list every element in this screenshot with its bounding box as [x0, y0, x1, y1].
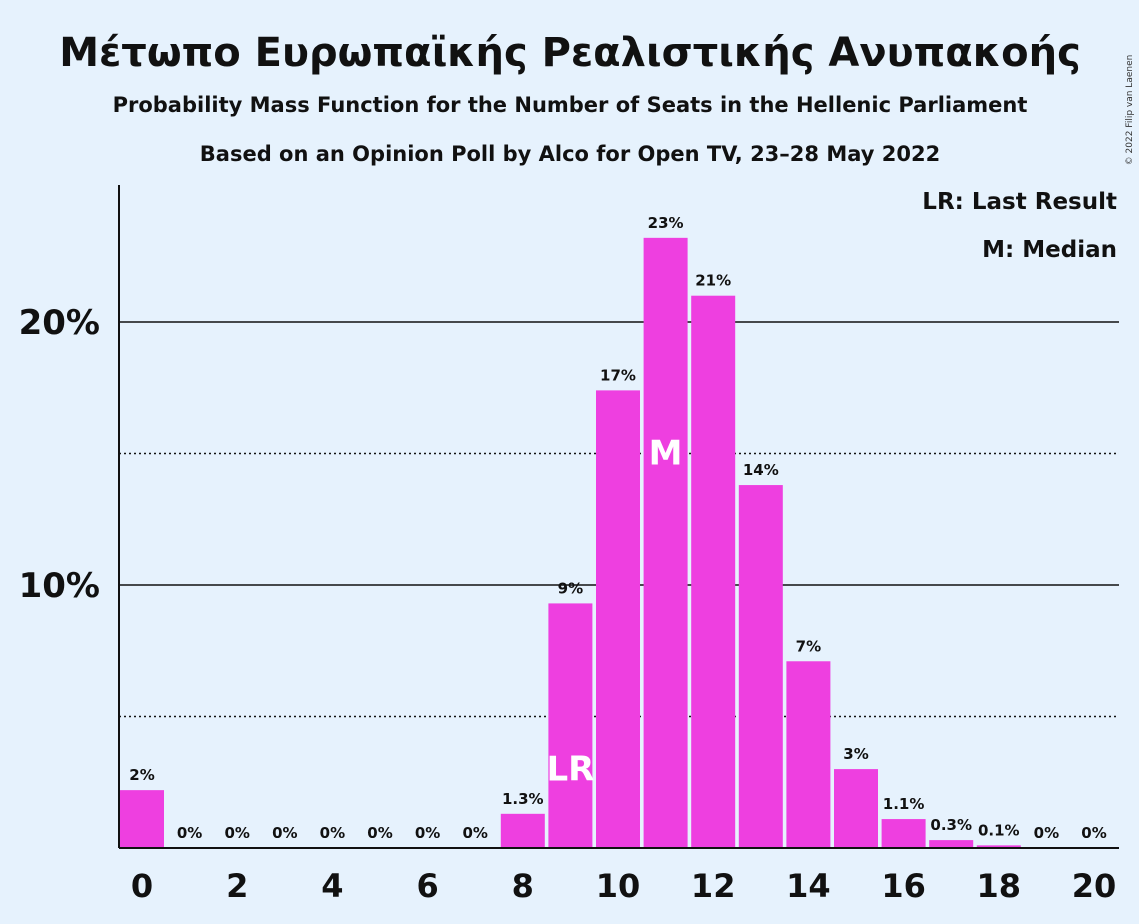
- bar-10: [596, 390, 640, 848]
- axes: [118, 185, 1119, 849]
- bar-13: [738, 485, 783, 848]
- data-label-18: 0.1%: [978, 821, 1020, 839]
- chart-subtitle: Probability Mass Function for the Number…: [113, 93, 1028, 117]
- data-label-12: 21%: [695, 272, 731, 290]
- data-label-20: 0%: [1081, 824, 1106, 842]
- data-label-2: 0%: [224, 824, 249, 842]
- bar-0: [120, 790, 164, 848]
- chart-subtitle-poll: Based on an Opinion Poll by Alco for Ope…: [200, 142, 940, 166]
- data-label-9: 9%: [558, 579, 583, 597]
- y-tick-10: 10%: [19, 566, 100, 606]
- data-label-3: 0%: [272, 824, 297, 842]
- bar-8: [500, 813, 545, 848]
- data-label-0: 2%: [129, 766, 154, 784]
- data-label-10: 17%: [600, 366, 636, 384]
- bars: [120, 237, 1021, 849]
- marker-labels: LR M: [546, 433, 682, 789]
- data-label-11: 23%: [648, 214, 684, 232]
- x-tick-18: 18: [977, 867, 1022, 905]
- data-label-14: 7%: [796, 637, 821, 655]
- y-tick-20: 20%: [19, 303, 100, 343]
- x-tick-6: 6: [416, 867, 438, 905]
- data-label-7: 0%: [462, 824, 487, 842]
- data-label-13: 14%: [743, 461, 779, 479]
- data-label-1: 0%: [177, 824, 202, 842]
- bar-12: [691, 295, 736, 848]
- chart-title: Μέτωπο Ευρωπαϊκής Ρεαλιστικής Ανυπακοής: [59, 30, 1081, 76]
- x-tick-14: 14: [786, 867, 831, 905]
- bar-17: [929, 840, 974, 848]
- data-label-4: 0%: [320, 824, 345, 842]
- x-tick-4: 4: [321, 867, 343, 905]
- data-label-16: 1.1%: [883, 795, 925, 813]
- x-tick-2: 2: [226, 867, 248, 905]
- copyright-notice: © 2022 Filip van Laenen: [1125, 55, 1135, 166]
- x-tick-20: 20: [1072, 867, 1117, 905]
- x-tick-12: 12: [691, 867, 736, 905]
- data-labels: 2% 0% 0% 0% 0% 0% 0% 0% 1.3% 9% 17% 23% 21% 14% 7% 3% 1.…: [129, 214, 1106, 842]
- x-tick-16: 16: [881, 867, 926, 905]
- data-label-15: 3%: [843, 745, 868, 763]
- x-tick-labels: 0 2 4 6 8 10 12 14 16 18 20: [131, 867, 1116, 905]
- bar-11: [643, 237, 688, 849]
- bar-16: [881, 819, 926, 848]
- median-marker: M: [649, 433, 683, 473]
- y-tick-labels: 10% 20%: [19, 303, 100, 606]
- x-tick-0: 0: [131, 867, 153, 905]
- bar-15: [834, 769, 878, 848]
- bar-9: [548, 603, 593, 848]
- last-result-marker: LR: [546, 749, 594, 789]
- bar-14: [786, 661, 831, 848]
- data-label-5: 0%: [367, 824, 392, 842]
- data-label-8: 1.3%: [502, 790, 544, 808]
- x-tick-8: 8: [512, 867, 534, 905]
- legend-last-result: LR: Last Result: [922, 189, 1117, 215]
- bar-18: [976, 845, 1021, 848]
- x-tick-10: 10: [596, 867, 641, 905]
- data-label-19: 0%: [1034, 824, 1059, 842]
- data-label-6: 0%: [415, 824, 440, 842]
- data-label-17: 0.3%: [930, 816, 972, 834]
- legend-median: M: Median: [982, 237, 1117, 263]
